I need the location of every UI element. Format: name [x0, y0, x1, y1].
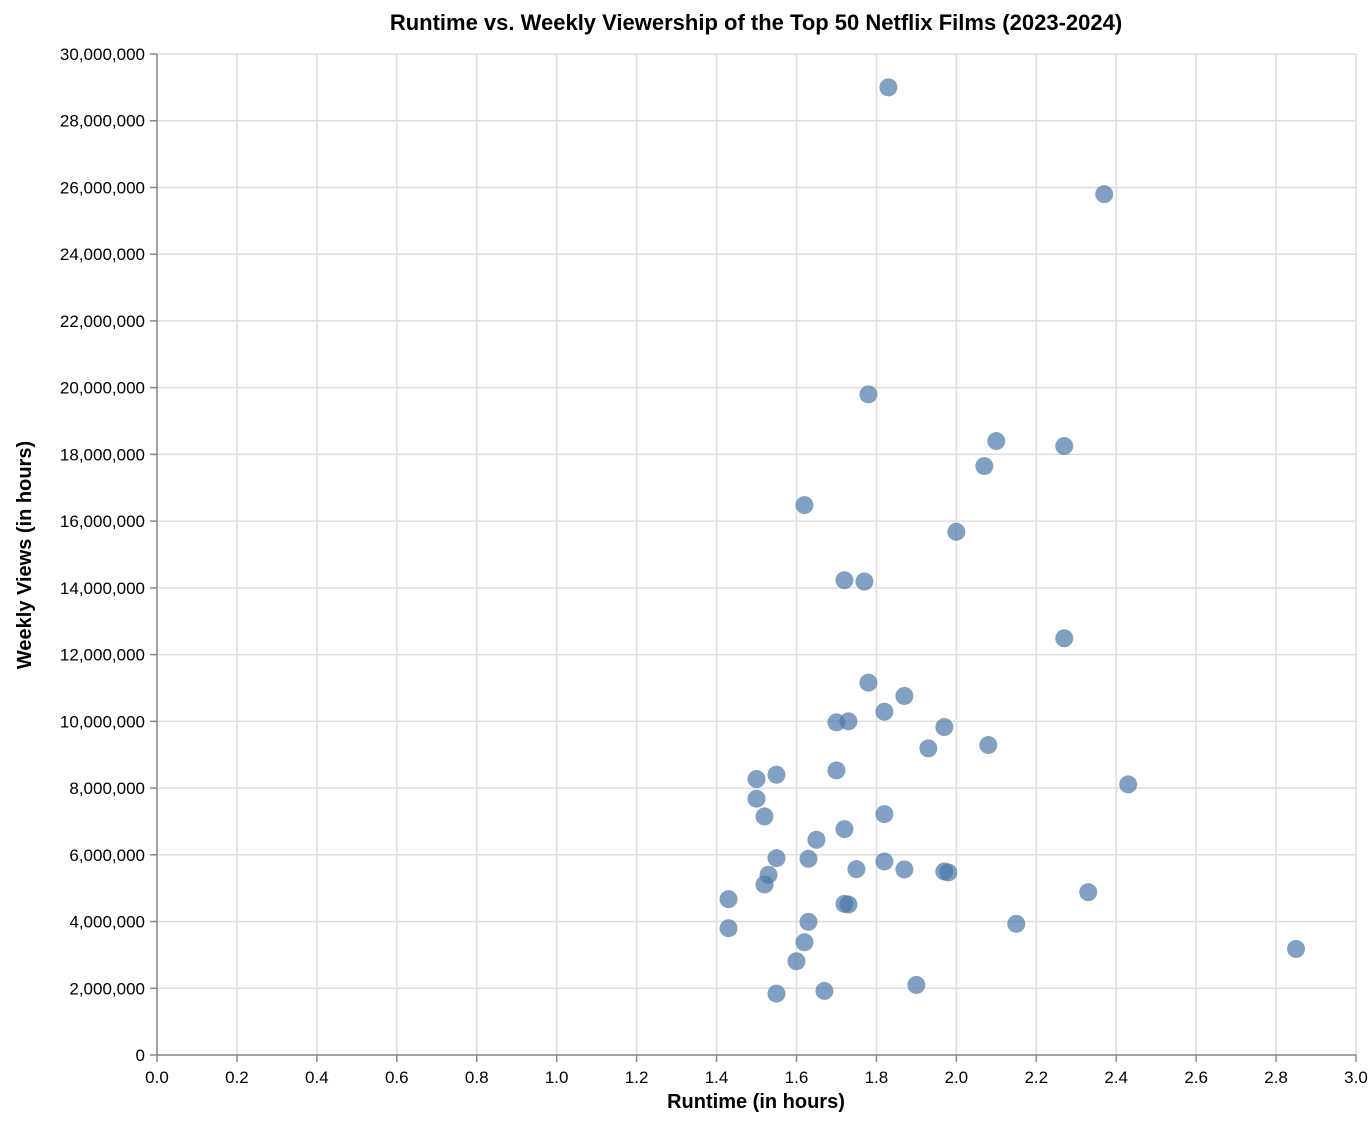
x-tick-label: 0.2	[225, 1068, 249, 1087]
data-point[interactable]	[799, 849, 818, 868]
data-point[interactable]	[767, 849, 786, 868]
data-point[interactable]	[979, 736, 998, 755]
data-point[interactable]	[839, 712, 858, 731]
data-point[interactable]	[1055, 629, 1074, 648]
data-point[interactable]	[719, 919, 738, 938]
data-point[interactable]	[835, 571, 854, 590]
y-tick-label: 2,000,000	[69, 979, 145, 998]
data-point[interactable]	[815, 981, 834, 1000]
y-tick-label: 0	[136, 1046, 145, 1065]
data-point[interactable]	[919, 739, 938, 758]
data-point[interactable]	[807, 830, 826, 849]
gridlines	[156, 53, 1357, 1056]
x-tick-label: 0.6	[385, 1068, 409, 1087]
x-tick-label: 1.2	[625, 1068, 649, 1087]
data-point[interactable]	[859, 385, 878, 404]
data-point[interactable]	[795, 933, 814, 952]
data-point[interactable]	[1095, 185, 1114, 204]
y-tick-label: 4,000,000	[69, 913, 145, 932]
data-point[interactable]	[975, 457, 994, 476]
data-point[interactable]	[895, 686, 914, 705]
data-point[interactable]	[747, 770, 766, 789]
data-point[interactable]	[827, 761, 846, 780]
x-tick-label: 2.8	[1264, 1068, 1288, 1087]
data-point[interactable]	[1287, 939, 1306, 958]
y-tick-label: 10,000,000	[60, 712, 145, 731]
data-point[interactable]	[879, 78, 898, 97]
data-point[interactable]	[875, 805, 894, 824]
y-tick-label: 22,000,000	[60, 312, 145, 331]
x-tick-label: 1.8	[865, 1068, 889, 1087]
x-tick-label: 2.4	[1104, 1068, 1128, 1087]
data-point[interactable]	[835, 820, 854, 839]
chart-title: Runtime vs. Weekly Viewership of the Top…	[390, 10, 1122, 35]
data-point[interactable]	[987, 432, 1006, 451]
data-point[interactable]	[935, 718, 954, 737]
data-point[interactable]	[875, 852, 894, 871]
x-tick-label: 1.4	[705, 1068, 729, 1087]
x-tick-label: 0.8	[465, 1068, 489, 1087]
data-point[interactable]	[855, 572, 874, 591]
y-tick-label: 26,000,000	[60, 178, 145, 197]
data-point[interactable]	[795, 496, 814, 515]
data-points	[719, 78, 1306, 1003]
data-point[interactable]	[1055, 437, 1074, 456]
data-point[interactable]	[755, 807, 774, 826]
x-tick-label: 3.0	[1344, 1068, 1368, 1087]
y-tick-label: 24,000,000	[60, 245, 145, 264]
data-point[interactable]	[1119, 775, 1138, 794]
data-point[interactable]	[1079, 883, 1098, 902]
y-axis-title: Weekly Views (in hours)	[14, 441, 36, 669]
y-tick-label: 30,000,000	[60, 45, 145, 64]
y-tick-label: 16,000,000	[60, 512, 145, 531]
x-tick-label: 1.6	[785, 1068, 809, 1087]
y-tick-label: 18,000,000	[60, 445, 145, 464]
data-point[interactable]	[747, 789, 766, 808]
y-tick-label: 12,000,000	[60, 646, 145, 665]
data-point[interactable]	[907, 975, 926, 994]
x-tick-label: 1.0	[545, 1068, 569, 1087]
data-point[interactable]	[839, 895, 858, 914]
data-point[interactable]	[939, 863, 958, 882]
x-tick-label: 0.4	[305, 1068, 329, 1087]
data-point[interactable]	[859, 673, 878, 692]
y-tick-label: 8,000,000	[69, 779, 145, 798]
x-tick-label: 2.6	[1184, 1068, 1208, 1087]
data-point[interactable]	[799, 912, 818, 931]
data-point[interactable]	[847, 860, 866, 879]
data-point[interactable]	[1007, 914, 1026, 933]
data-point[interactable]	[895, 860, 914, 879]
data-point[interactable]	[947, 522, 966, 541]
data-point[interactable]	[755, 875, 774, 894]
y-tick-label: 14,000,000	[60, 579, 145, 598]
x-tick-label: 0.0	[145, 1068, 169, 1087]
x-tick-label: 2.0	[945, 1068, 969, 1087]
y-tick-label: 28,000,000	[60, 112, 145, 131]
data-point[interactable]	[719, 890, 738, 909]
axes: 0.0 0.2 0.4 0.6 0.8 1.0 1.2 1.4 1.6 1.8 2.0 2.2 2.4 2…	[60, 45, 1368, 1087]
data-point[interactable]	[875, 702, 894, 721]
data-point[interactable]	[767, 765, 786, 784]
y-tick-label: 20,000,000	[60, 379, 145, 398]
x-axis-title: Runtime (in hours)	[667, 1091, 845, 1113]
y-tick-label: 6,000,000	[69, 846, 145, 865]
data-point[interactable]	[767, 984, 786, 1003]
x-tick-label: 2.2	[1024, 1068, 1048, 1087]
data-point[interactable]	[787, 952, 806, 971]
